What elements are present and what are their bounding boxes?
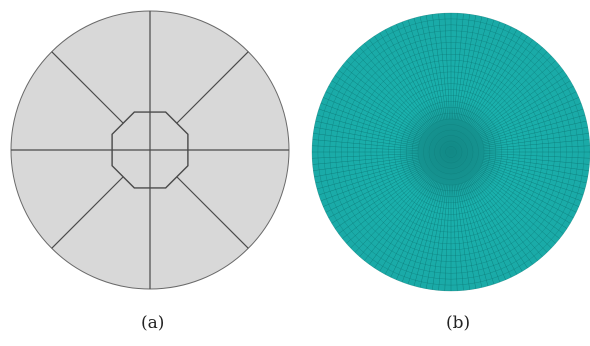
mesh-ring xyxy=(329,30,573,274)
mesh-ring xyxy=(405,106,497,198)
inner-octagon xyxy=(111,111,189,189)
mesh-core-region xyxy=(418,119,484,185)
mesh-ring xyxy=(341,42,561,262)
mesh-ring xyxy=(382,83,520,221)
mesh-core-ring xyxy=(423,124,479,180)
diagonal-spoke xyxy=(51,176,124,249)
mesh-core-ring xyxy=(445,146,457,158)
mesh-ring xyxy=(347,48,555,256)
circle-partition-diagram xyxy=(10,10,290,290)
mesh-ring xyxy=(335,36,567,268)
mesh-core-ring xyxy=(434,135,468,169)
mesh-ring xyxy=(311,12,590,292)
caption-b: (b) xyxy=(446,313,471,333)
diagonal-spoke xyxy=(176,176,249,249)
mesh-ring xyxy=(364,65,538,239)
mesh-core-ring xyxy=(439,140,463,164)
mesh-ring xyxy=(376,77,526,227)
mesh-ring xyxy=(394,95,508,209)
mesh-ring xyxy=(323,24,579,280)
mesh-disc xyxy=(312,13,590,291)
mesh-core-ring xyxy=(417,118,485,186)
mesh-core-ring xyxy=(428,129,474,175)
mesh-grid-lines xyxy=(311,12,590,292)
mesh-ring xyxy=(370,71,532,233)
diagonal-spoke xyxy=(176,51,249,124)
spoke-lines xyxy=(51,51,249,249)
mesh-ring xyxy=(358,59,544,245)
mesh-ring xyxy=(411,112,491,192)
panel-a-geometry xyxy=(10,10,290,290)
panel-b-mesh xyxy=(300,0,590,341)
caption-a: (a) xyxy=(141,313,165,333)
circular-mesh-diagram xyxy=(311,12,590,292)
mesh-ring xyxy=(352,53,550,251)
mesh-ring xyxy=(400,101,502,203)
diagonal-spoke xyxy=(51,51,124,124)
mesh-ring xyxy=(388,89,514,215)
mesh-ring xyxy=(317,18,585,286)
